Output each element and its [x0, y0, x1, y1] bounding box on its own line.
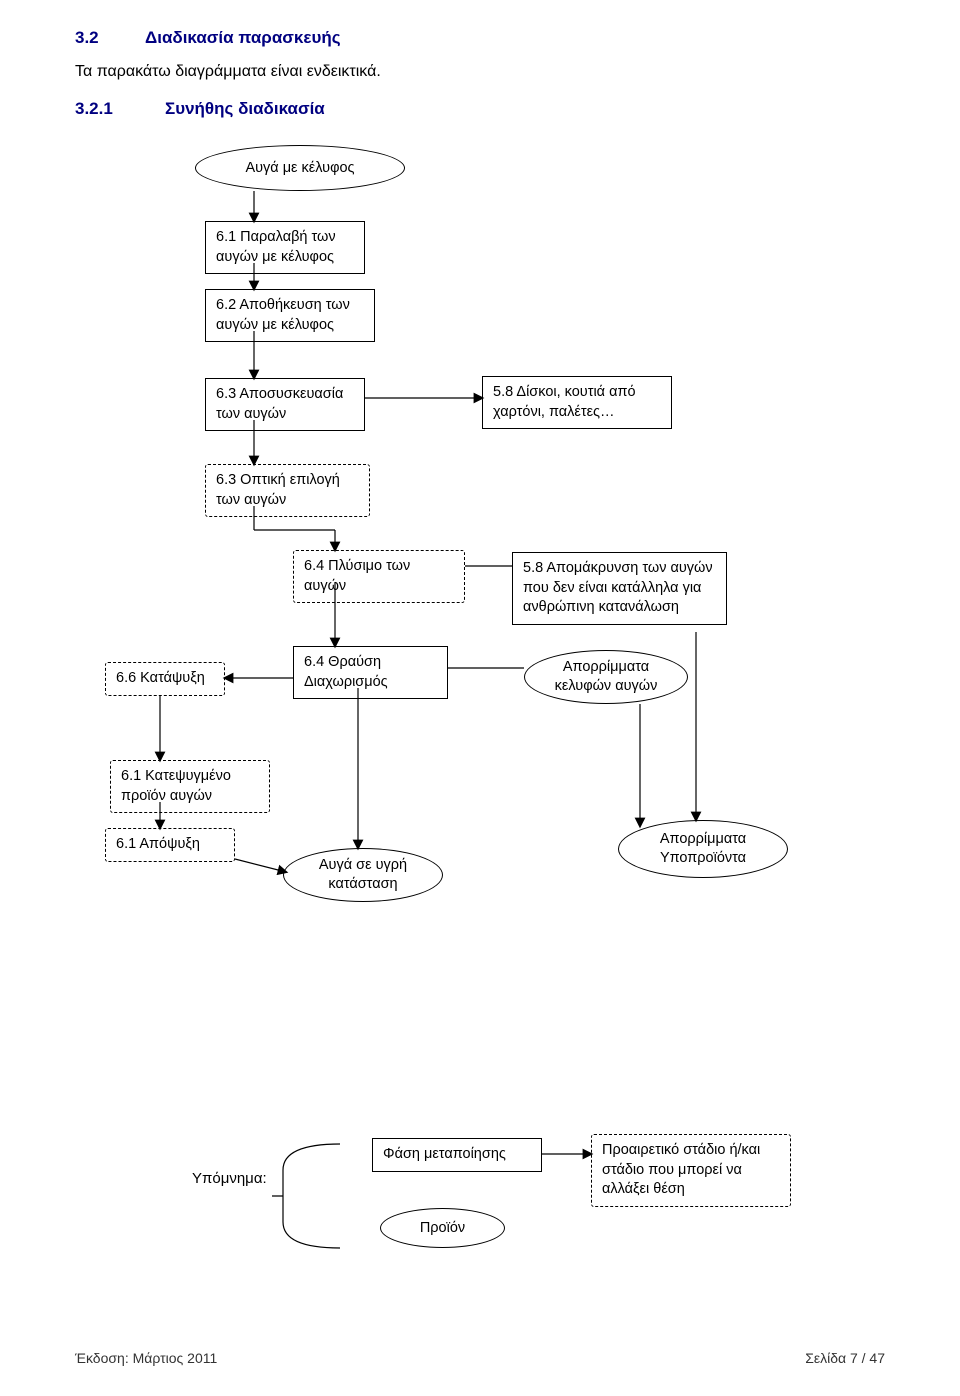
liquid-eggs-label: Αυγά σε υγρή κατάσταση	[292, 856, 434, 894]
intro-text: Τα παρακάτω διαγράμματα είναι ενδεικτικά…	[75, 63, 381, 81]
footer-right: Σελίδα 7 / 47	[805, 1350, 885, 1366]
connectors	[0, 0, 960, 1396]
start-ellipse: Αυγά με κέλυφος	[195, 145, 405, 191]
step-6-4-break: 6.4 Θραύση Διαχωρισμός	[293, 646, 448, 699]
start-label: Αυγά με κέλυφος	[245, 159, 354, 178]
section-title: Διαδικασία παρασκευής	[145, 28, 341, 48]
waste-ellipse: Απορρίμματα Υποπροϊόντα	[618, 820, 788, 878]
step-6-3-unpack: 6.3 Αποσυσκευασία των αυγών	[205, 378, 365, 431]
legend-product-ellipse: Προϊόν	[380, 1208, 505, 1248]
step-6-4-wash: 6.4 Πλύσιμο των αυγών	[293, 550, 465, 603]
step-6-1-thaw: 6.1 Απόψυξη	[105, 828, 235, 862]
step-6-1: 6.1 Παραλαβή των αυγών με κέλυφος	[205, 221, 365, 274]
shell-waste-label: Απορρίμματα κελυφών αυγών	[533, 658, 679, 696]
waste-label: Απορρίμματα Υποπροϊόντα	[627, 830, 779, 868]
step-6-1-frozen: 6.1 Κατεψυγμένο προϊόν αυγών	[110, 760, 270, 813]
step-6-3-visual: 6.3 Οπτική επιλογή των αυγών	[205, 464, 370, 517]
section-number: 3.2	[75, 28, 99, 48]
legend-optional-box: Προαιρετικό στάδιο ή/και στάδιο που μπορ…	[591, 1134, 791, 1207]
footer-left: Έκδοση: Μάρτιος 2011	[75, 1350, 217, 1366]
legend-title: Υπόμνημα:	[192, 1170, 267, 1187]
step-5-8-discs: 5.8 Δίσκοι, κουτιά από χαρτόνι, παλέτες…	[482, 376, 672, 429]
step-6-2: 6.2 Αποθήκευση των αυγών με κέλυφος	[205, 289, 375, 342]
subsection-number: 3.2.1	[75, 99, 113, 119]
shell-waste-ellipse: Απορρίμματα κελυφών αυγών	[524, 650, 688, 704]
legend-product-label: Προϊόν	[420, 1219, 465, 1238]
step-6-6-freeze: 6.6 Κατάψυξη	[105, 662, 225, 696]
liquid-eggs-ellipse: Αυγά σε υγρή κατάσταση	[283, 848, 443, 902]
subsection-title: Συνήθης διαδικασία	[165, 99, 325, 119]
legend-phase-box: Φάση μεταποίησης	[372, 1138, 542, 1172]
step-5-8-remove: 5.8 Απομάκρυνση των αυγών που δεν είναι …	[512, 552, 727, 625]
